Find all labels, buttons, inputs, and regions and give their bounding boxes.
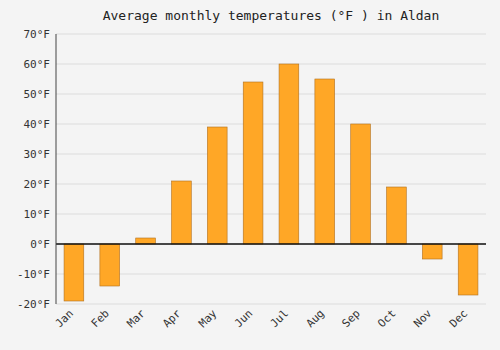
- bar: [207, 127, 227, 244]
- grid-line: [56, 124, 486, 125]
- background: [0, 0, 500, 350]
- grid-line: [56, 304, 486, 305]
- x-tick-label: Dec: [447, 307, 470, 330]
- grid: [56, 34, 486, 304]
- zero-line: [56, 243, 486, 245]
- grid-line: [56, 94, 486, 95]
- y-tick-label: 70°F: [24, 28, 51, 41]
- x-tick-label: Aug: [304, 307, 327, 330]
- bar: [351, 124, 371, 244]
- grid-line: [56, 154, 486, 155]
- y-tick-label: 10°F: [24, 208, 51, 221]
- y-tick-label: 20°F: [24, 178, 51, 191]
- grid-line: [56, 34, 486, 35]
- x-tick-label: Sep: [339, 307, 362, 330]
- grid-line: [56, 274, 486, 275]
- bar: [315, 79, 335, 244]
- y-tick-label: -20°F: [17, 298, 50, 311]
- y-tick-label: 50°F: [24, 88, 51, 101]
- bar: [243, 82, 263, 244]
- y-tick-label: -10°F: [17, 268, 50, 281]
- y-tick-label: 40°F: [24, 118, 51, 131]
- grid-line: [56, 184, 486, 185]
- chart-container: Average monthly temperatures (°F ) in Al…: [0, 0, 500, 350]
- x-tick-label: Jan: [53, 307, 76, 330]
- bar: [458, 244, 478, 295]
- x-tick-label: Jul: [268, 307, 291, 330]
- y-tick-label: 60°F: [24, 58, 51, 71]
- y-tick-label: 30°F: [24, 148, 51, 161]
- bar: [172, 181, 192, 244]
- grid-line: [56, 244, 486, 245]
- y-axis-line: [56, 34, 57, 304]
- bar: [387, 187, 407, 244]
- bars: [64, 64, 478, 301]
- grid-line: [56, 64, 486, 65]
- x-tick-label: Jun: [232, 307, 255, 330]
- y-tick-label: 0°F: [30, 238, 50, 251]
- x-tick-label: Feb: [89, 307, 112, 330]
- bar: [136, 238, 156, 244]
- x-tick-label: Apr: [160, 307, 184, 331]
- bar: [100, 244, 120, 286]
- x-tick-label: Mar: [124, 307, 148, 331]
- bar: [64, 244, 84, 301]
- x-tick-label: Nov: [411, 307, 435, 331]
- x-tick-label: Oct: [375, 307, 398, 330]
- grid-line: [56, 214, 486, 215]
- chart-title: Average monthly temperatures (°F ) in Al…: [103, 8, 440, 23]
- x-tick-label: May: [196, 307, 220, 331]
- chart: Average monthly temperatures (°F ) in Al…: [0, 0, 500, 350]
- bar: [279, 64, 299, 244]
- bar: [422, 244, 442, 259]
